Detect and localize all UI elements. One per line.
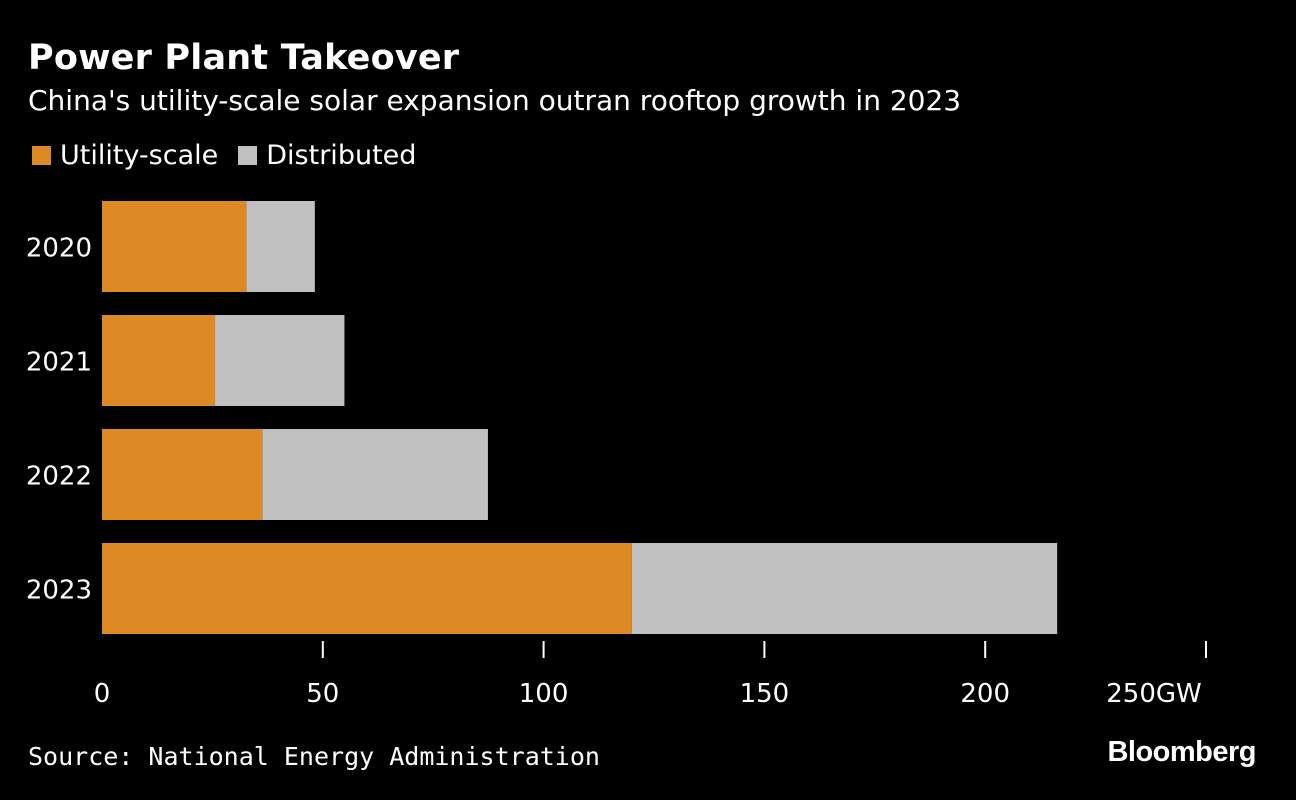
x-tick-label-150: 150 xyxy=(740,679,790,709)
bar-utility-scale-2020 xyxy=(102,201,247,292)
y-tick-label-2023: 2023 xyxy=(26,576,92,606)
legend-swatch-utility-scale xyxy=(32,146,51,165)
bar-distributed-2021 xyxy=(215,315,345,406)
x-tick-label-0: 0 xyxy=(94,679,111,709)
bar-distributed-2023 xyxy=(631,543,1058,634)
bar-distributed-2022 xyxy=(262,429,488,520)
legend-label-distributed: Distributed xyxy=(266,140,417,171)
source-note: Source: National Energy Administration xyxy=(28,742,600,771)
legend-label-utility-scale: Utility-scale xyxy=(60,140,219,171)
x-tick-label-100: 100 xyxy=(519,679,569,709)
bar-utility-scale-2021 xyxy=(102,315,216,406)
y-tick-label-2022: 2022 xyxy=(26,462,92,492)
chart-title: Power Plant Takeover xyxy=(28,38,460,78)
x-tick-label-50: 50 xyxy=(306,679,339,709)
legend-item-distributed: Distributed xyxy=(238,140,416,171)
legend-item-utility-scale: Utility-scale xyxy=(32,140,218,171)
y-tick-label-2021: 2021 xyxy=(26,348,92,378)
legend: Utility-scale Distributed xyxy=(32,140,436,171)
legend-swatch-distributed xyxy=(238,146,258,165)
chart-subtitle: China's utility-scale solar expansion ou… xyxy=(28,84,962,117)
bar-utility-scale-2022 xyxy=(102,429,263,520)
bloomberg-logo: Bloomberg xyxy=(1107,736,1256,768)
y-tick-label-2020: 2020 xyxy=(26,234,92,264)
x-tick-label-200: 200 xyxy=(960,679,1010,709)
bar-distributed-2020 xyxy=(246,201,315,292)
x-tick-label-250: 250GW xyxy=(1106,679,1201,709)
bar-utility-scale-2023 xyxy=(102,543,632,634)
